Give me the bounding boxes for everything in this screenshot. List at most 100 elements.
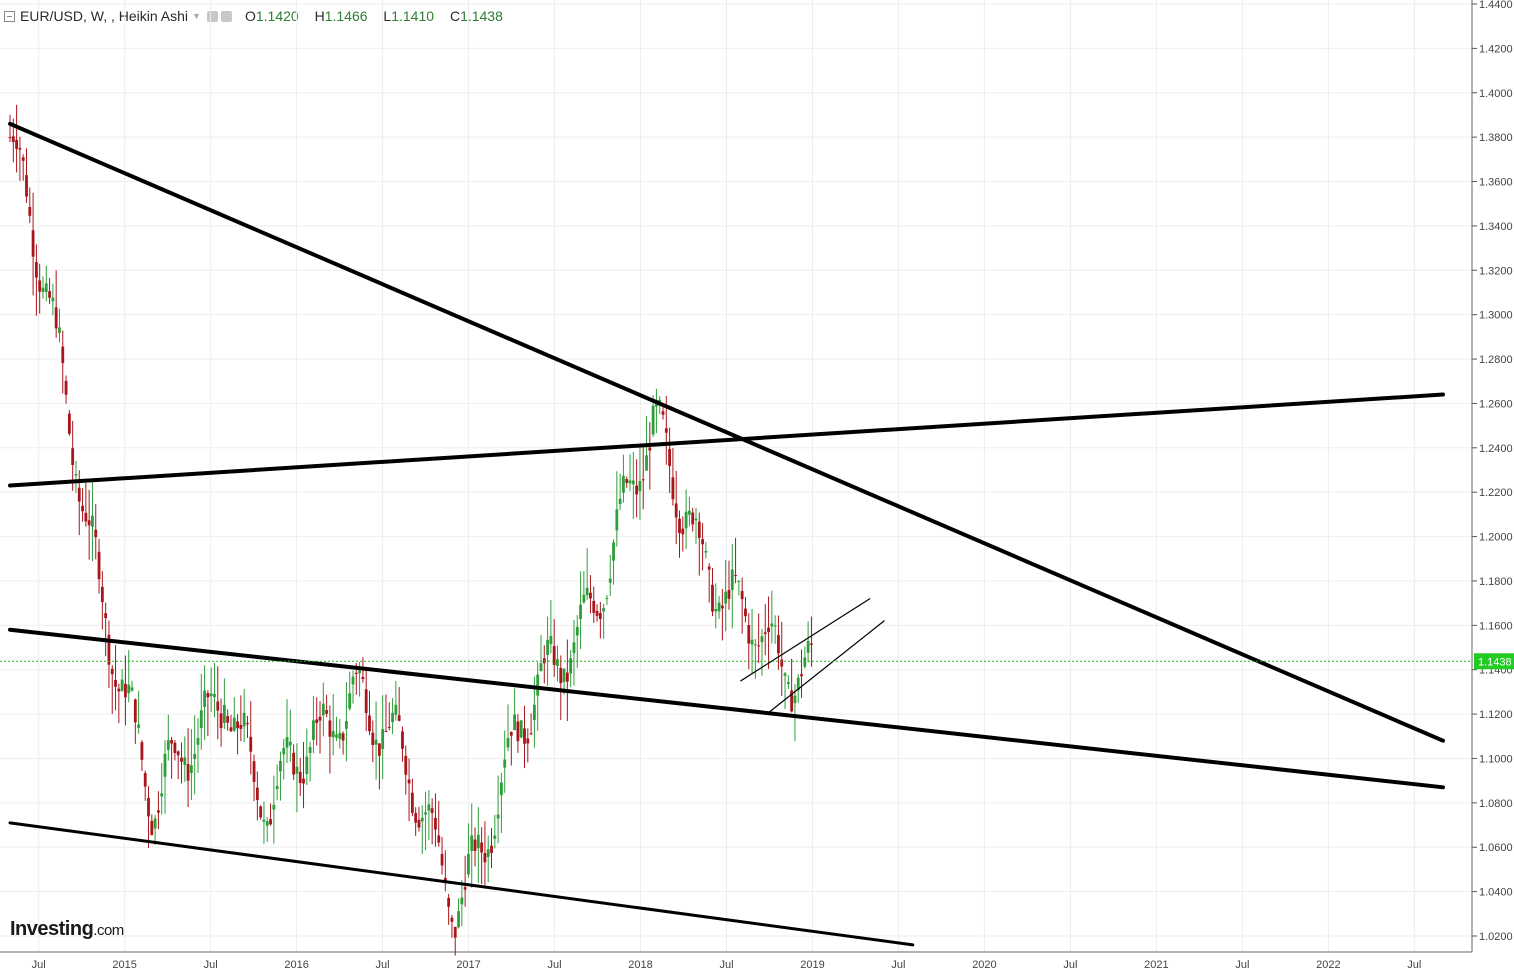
candle-body [496, 814, 500, 819]
price-tick-label: 1.2800 [1479, 354, 1513, 366]
candle-body [744, 608, 747, 617]
trendline[interactable] [740, 598, 871, 682]
price-tick-label: 1.4200 [1479, 43, 1513, 55]
candle-body [757, 645, 761, 647]
last-price-label: 1.1438 [1478, 656, 1512, 668]
price-tick-label: 1.4400 [1479, 0, 1513, 11]
candle-body [687, 510, 691, 515]
candle-body [694, 518, 698, 521]
last-price-tag [1474, 653, 1514, 670]
candle-body [91, 515, 94, 527]
candle-body [740, 591, 744, 600]
candle-body [437, 835, 441, 843]
candle-body [753, 644, 757, 646]
collapse-icon[interactable] [4, 10, 15, 22]
candle-body [410, 792, 414, 813]
candle-body [589, 592, 592, 599]
candle-body [668, 448, 672, 466]
candle-body [279, 760, 282, 772]
candle-body [631, 480, 635, 485]
candle-body [727, 589, 731, 599]
candle-body [513, 714, 517, 731]
trendline[interactable] [8, 121, 1445, 743]
candle-body [401, 731, 404, 749]
candle-body [783, 673, 787, 676]
candle-body [44, 283, 48, 292]
chevron-down-icon[interactable]: ▼ [192, 11, 201, 21]
candle-body [100, 586, 104, 603]
candle-body [84, 512, 88, 522]
candle-body [503, 759, 507, 768]
candle-body [760, 636, 764, 643]
candle-body [34, 262, 38, 278]
candle-body [592, 600, 596, 613]
trendline[interactable] [768, 620, 885, 713]
candle-body [763, 632, 767, 634]
candle-body [467, 853, 470, 875]
price-tick-label: 1.1000 [1479, 753, 1513, 765]
candle-body [160, 793, 164, 797]
candle-body [61, 346, 65, 364]
candle-body [473, 839, 477, 851]
candle-body [447, 897, 451, 907]
symbol-label[interactable]: EUR/USD, W, , Heikin Ashi [20, 8, 189, 24]
close-icon[interactable] [220, 10, 232, 22]
candle-body [516, 721, 520, 742]
logo-suffix: .com [93, 922, 124, 939]
candle-body [8, 137, 12, 139]
time-tick-label: 2020 [972, 959, 996, 971]
candle-body [707, 566, 711, 570]
candle-body [124, 683, 127, 698]
candle-body [434, 818, 437, 830]
candle-body [625, 479, 629, 483]
candle-body [104, 613, 108, 619]
high-value: 1.1466 [324, 8, 368, 24]
candle-body [110, 668, 114, 675]
candle-body [490, 845, 493, 853]
trendline[interactable] [8, 392, 1445, 488]
candle-body [321, 703, 325, 716]
candle-body [635, 485, 639, 495]
candle-body [450, 917, 454, 922]
candle-body [269, 819, 272, 825]
candle-body [364, 689, 368, 713]
candle-body [189, 765, 193, 773]
candle-body [704, 550, 708, 553]
logo-main: Investing [10, 918, 94, 940]
candle-body [608, 578, 612, 583]
candle-body [424, 812, 427, 815]
candle-body [48, 291, 51, 298]
candle-body [737, 580, 741, 582]
candle-body [500, 782, 503, 796]
candle-body [213, 693, 216, 698]
candle-body [242, 712, 246, 727]
candle-body [236, 721, 239, 729]
candle-body [335, 734, 338, 738]
candle-body [206, 693, 210, 698]
price-tick-label: 1.1800 [1479, 576, 1513, 588]
price-tick-label: 1.0800 [1479, 798, 1513, 810]
price-tick-label: 1.0400 [1479, 887, 1513, 899]
candle-body [664, 428, 668, 433]
trendline[interactable] [8, 627, 1445, 790]
candle-body [684, 511, 688, 529]
candle-body [569, 658, 573, 674]
candle-body [572, 642, 576, 654]
time-tick-label: 2016 [284, 959, 308, 971]
candle-body [470, 835, 474, 851]
settings-icon[interactable] [206, 10, 218, 22]
trendline[interactable] [8, 821, 915, 947]
candle-body [222, 704, 226, 723]
candle-body [298, 771, 302, 784]
candle-body [226, 716, 230, 723]
price-tick-label: 1.3600 [1479, 177, 1513, 189]
candle-body [288, 741, 292, 746]
candle-body [724, 591, 728, 604]
candle-body [31, 230, 35, 257]
candle-body [325, 710, 329, 714]
candle-body [529, 733, 533, 735]
candle-body [777, 635, 780, 654]
candle-body [526, 738, 530, 744]
candle-body [806, 641, 810, 653]
